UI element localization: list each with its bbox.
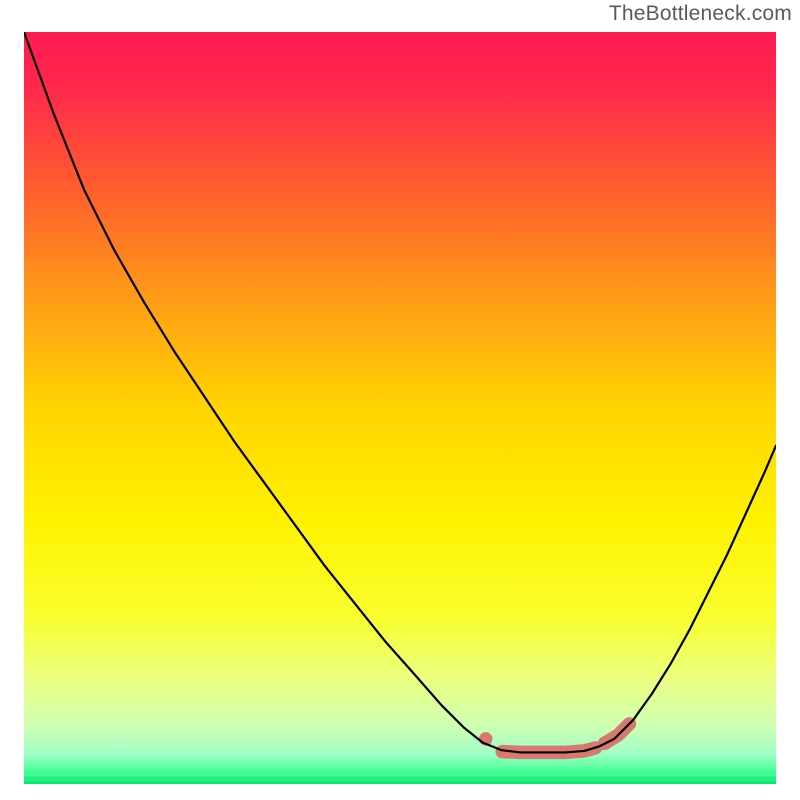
watermark-text: TheBottleneck.com bbox=[609, 2, 792, 26]
bottleneck-curve-chart bbox=[24, 32, 776, 784]
green-band bbox=[24, 782, 776, 784]
chart-container: TheBottleneck.com bbox=[0, 0, 800, 800]
green-band bbox=[24, 771, 776, 776]
green-bands bbox=[24, 771, 776, 784]
gradient-background bbox=[24, 32, 776, 784]
green-band bbox=[24, 776, 776, 781]
plot-area bbox=[24, 32, 776, 784]
